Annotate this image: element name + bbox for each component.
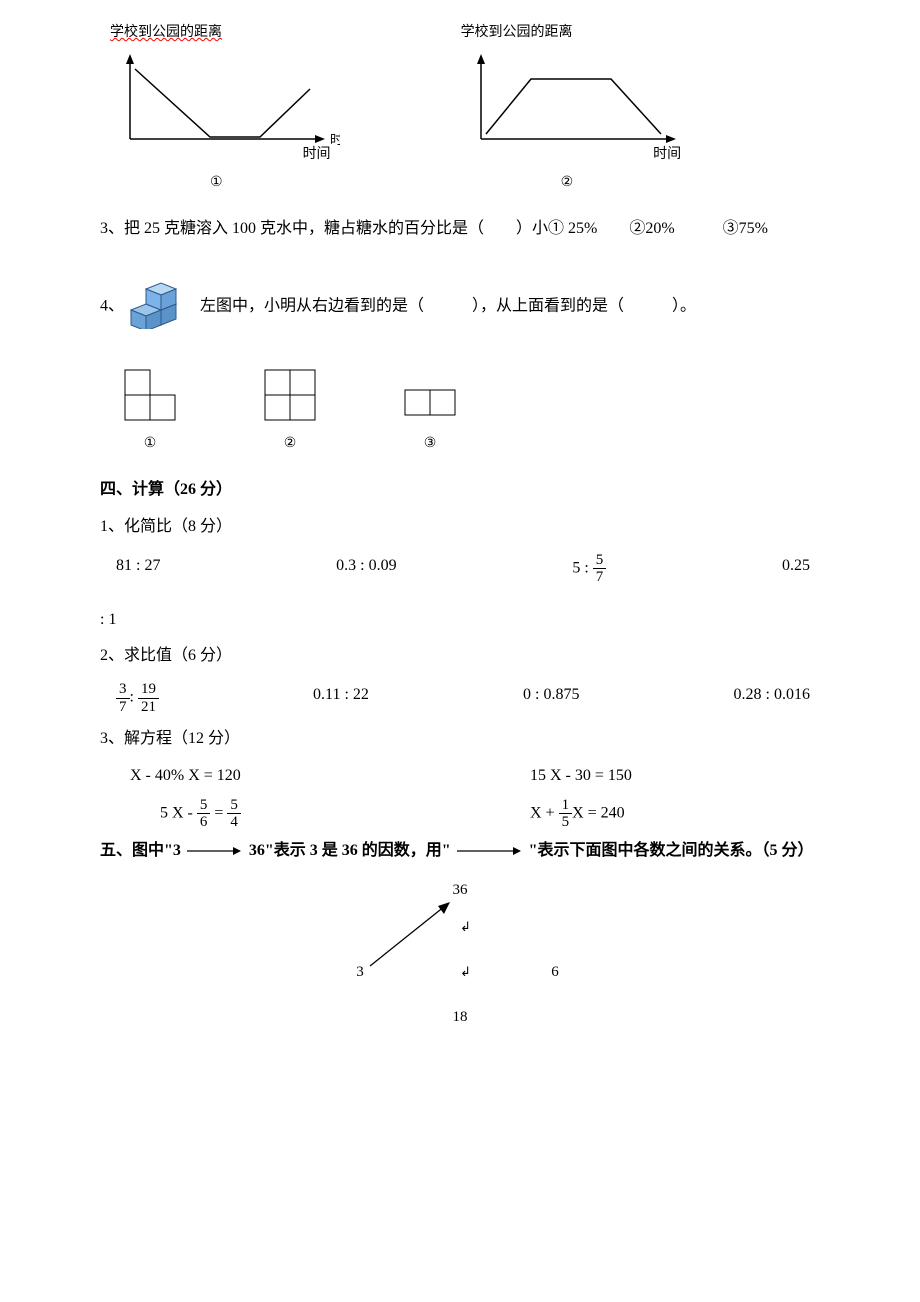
s4-i2-3: 0 : 0.875: [523, 681, 579, 715]
q4-text: 左图中，小明从右边看到的是（ ），从上面看到的是（ ）。: [200, 298, 696, 315]
s4-i2-2: 0.11 : 22: [313, 681, 369, 715]
svg-text:↲: ↲: [460, 964, 471, 979]
arrow-icon: [455, 844, 525, 858]
s4-i1-2: 0.3 : 0.09: [336, 552, 396, 586]
cube-figure: [128, 274, 188, 340]
chart-opt1: ①: [210, 170, 223, 195]
q3-text: 3、把 25 克糖溶入 100 克水中，糖占糖水的百分比是（ ）小① 25% ②…: [100, 215, 820, 244]
s5-after: "表示下面图中各数之间的关系。（5 分）: [529, 842, 814, 859]
shape-opt-2: ②: [260, 365, 320, 456]
node-top: 36: [453, 882, 469, 898]
section5-line: 五、图中"3 36"表示 3 是 36 的因数，用" "表示下面图中各数之间的关…: [100, 837, 820, 866]
chart-x-label-2: 时间: [653, 142, 681, 167]
section4-header: 四、计算（26 分）: [100, 476, 820, 505]
shape-opt-3: ③: [400, 365, 460, 456]
chart-row: 学校到公园的距离 时 ① 时间 学校到公园的距离 ② 时间: [100, 20, 820, 195]
svg-text:↲: ↲: [460, 919, 471, 934]
svg-text:时: 时: [330, 132, 340, 147]
eq2-left-mid: =: [214, 804, 223, 821]
frac-den: 7: [593, 569, 607, 586]
chart-right-title: 学校到公园的距离: [461, 20, 692, 45]
frac-den: 5: [559, 814, 573, 831]
frac-den: 6: [197, 814, 211, 831]
shape-options: ① ② ③: [120, 365, 820, 456]
frac-den: 21: [138, 699, 159, 716]
arrow-icon: [185, 844, 245, 858]
s4-sub1: 1、化简比（8 分）: [100, 513, 820, 542]
chart-right: 学校到公园的距离 ② 时间: [461, 20, 692, 195]
s5-before: 五、图中"3: [100, 842, 181, 859]
chart-x-label-1: 时间: [303, 142, 331, 167]
eq2-right: X + 15X = 240: [530, 797, 625, 831]
s4-i1-3: 5 : 57: [572, 552, 606, 586]
frac-num: 5: [197, 797, 211, 815]
s4-i1-3-whole: 5 :: [572, 559, 588, 576]
eq2-right-pre: X +: [530, 804, 555, 821]
frac-num: 19: [138, 681, 159, 699]
frac-num: 5: [227, 797, 241, 815]
shape-opt1-label: ①: [144, 431, 157, 456]
s4-i1-1: 81 : 27: [116, 552, 160, 586]
factor-diagram: 36 3 6 18 ↲ ↲: [100, 876, 820, 1026]
chart-left: 学校到公园的距离 时 ① 时间: [110, 20, 341, 195]
chart-left-title: 学校到公园的距离: [110, 20, 341, 45]
s4-cont: : 1: [100, 606, 820, 635]
node-left: 3: [356, 964, 364, 980]
shape-opt2-label: ②: [284, 431, 297, 456]
s5-mid: 36"表示 3 是 36 的因数，用": [249, 842, 451, 859]
node-bottom: 18: [453, 1009, 468, 1025]
s4-row2: 37: 1921 0.11 : 22 0 : 0.875 0.28 : 0.01…: [100, 681, 820, 715]
eq-row-2: 5 X - 56 = 54 X + 15X = 240: [100, 797, 820, 831]
s4-i1-4: 0.25: [782, 552, 810, 586]
s4-i2-4: 0.28 : 0.016: [734, 681, 810, 715]
node-right: 6: [551, 964, 559, 980]
eq2-left: 5 X - 56 = 54: [160, 797, 530, 831]
shape-opt3-label: ③: [424, 431, 437, 456]
frac-num: 5: [593, 552, 607, 570]
frac-num: 3: [116, 681, 130, 699]
eq1-right: 15 X - 30 = 150: [530, 762, 632, 791]
eq1-left: X - 40% X = 120: [130, 762, 530, 791]
q4-line: 4、 左图中，小明从右边看到的是（ ），从上面看到的是（ ）。: [100, 274, 820, 340]
frac-num: 1: [559, 797, 573, 815]
s4-sub2: 2、求比值（6 分）: [100, 642, 820, 671]
s4-sub3: 3、解方程（12 分）: [100, 725, 820, 754]
chart-opt2: ②: [561, 170, 574, 195]
frac-den: 4: [227, 814, 241, 831]
eq2-right-post: X = 240: [572, 804, 625, 821]
eq2-left-pre: 5 X -: [160, 804, 193, 821]
s4-i2-1: 37: 1921: [116, 681, 159, 715]
shape-opt-1: ①: [120, 365, 180, 456]
q4-prefix: 4、: [100, 298, 124, 315]
frac-den: 7: [116, 699, 130, 716]
s4-row1: 81 : 27 0.3 : 0.09 5 : 57 0.25: [100, 552, 820, 586]
eq-row-1: X - 40% X = 120 15 X - 30 = 150: [100, 762, 820, 791]
